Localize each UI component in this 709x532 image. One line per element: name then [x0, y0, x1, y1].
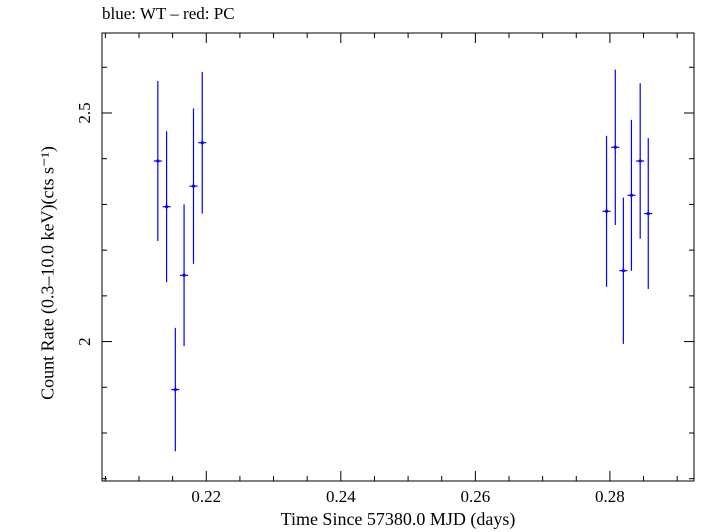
- x-axis-label: Time Since 57380.0 MJD (days): [280, 509, 516, 529]
- x-tick-label: 0.26: [460, 487, 490, 506]
- x-axis-ticks: 0.22 0.24 0.26 0.28: [104, 33, 678, 506]
- data-point: [619, 197, 628, 344]
- plot-frame: [101, 32, 695, 482]
- data-point: [162, 131, 171, 283]
- data-point: [171, 327, 180, 452]
- data-point: [189, 108, 198, 264]
- data-point: [180, 204, 189, 347]
- x-tick-label: 0.28: [595, 487, 625, 506]
- point-marker: [646, 211, 650, 216]
- point-marker: [604, 209, 609, 213]
- point-marker: [200, 141, 204, 145]
- point-marker: [182, 273, 186, 277]
- data-point: [153, 81, 162, 241]
- point-marker: [638, 159, 642, 163]
- point-marker: [629, 193, 634, 197]
- point-marker: [164, 205, 169, 209]
- point-marker: [173, 387, 177, 392]
- y-axis-ticks: 22.5: [75, 66, 694, 480]
- chart-title: blue: WT – red: PC: [102, 4, 235, 23]
- point-marker: [191, 184, 196, 188]
- data-point: [636, 83, 645, 239]
- x-tick-label: 0.24: [326, 487, 356, 506]
- y-tick-label: 2.5: [75, 102, 94, 123]
- data-point: [602, 135, 611, 287]
- point-marker: [613, 145, 617, 149]
- data-point: [198, 71, 207, 214]
- data-series: [153, 69, 653, 452]
- data-point: [644, 138, 653, 289]
- point-marker: [156, 159, 160, 163]
- data-point: [627, 119, 636, 271]
- point-marker: [621, 269, 625, 273]
- data-point: [611, 69, 620, 225]
- x-tick-label: 0.22: [191, 487, 221, 506]
- y-tick-label: 2: [75, 337, 94, 346]
